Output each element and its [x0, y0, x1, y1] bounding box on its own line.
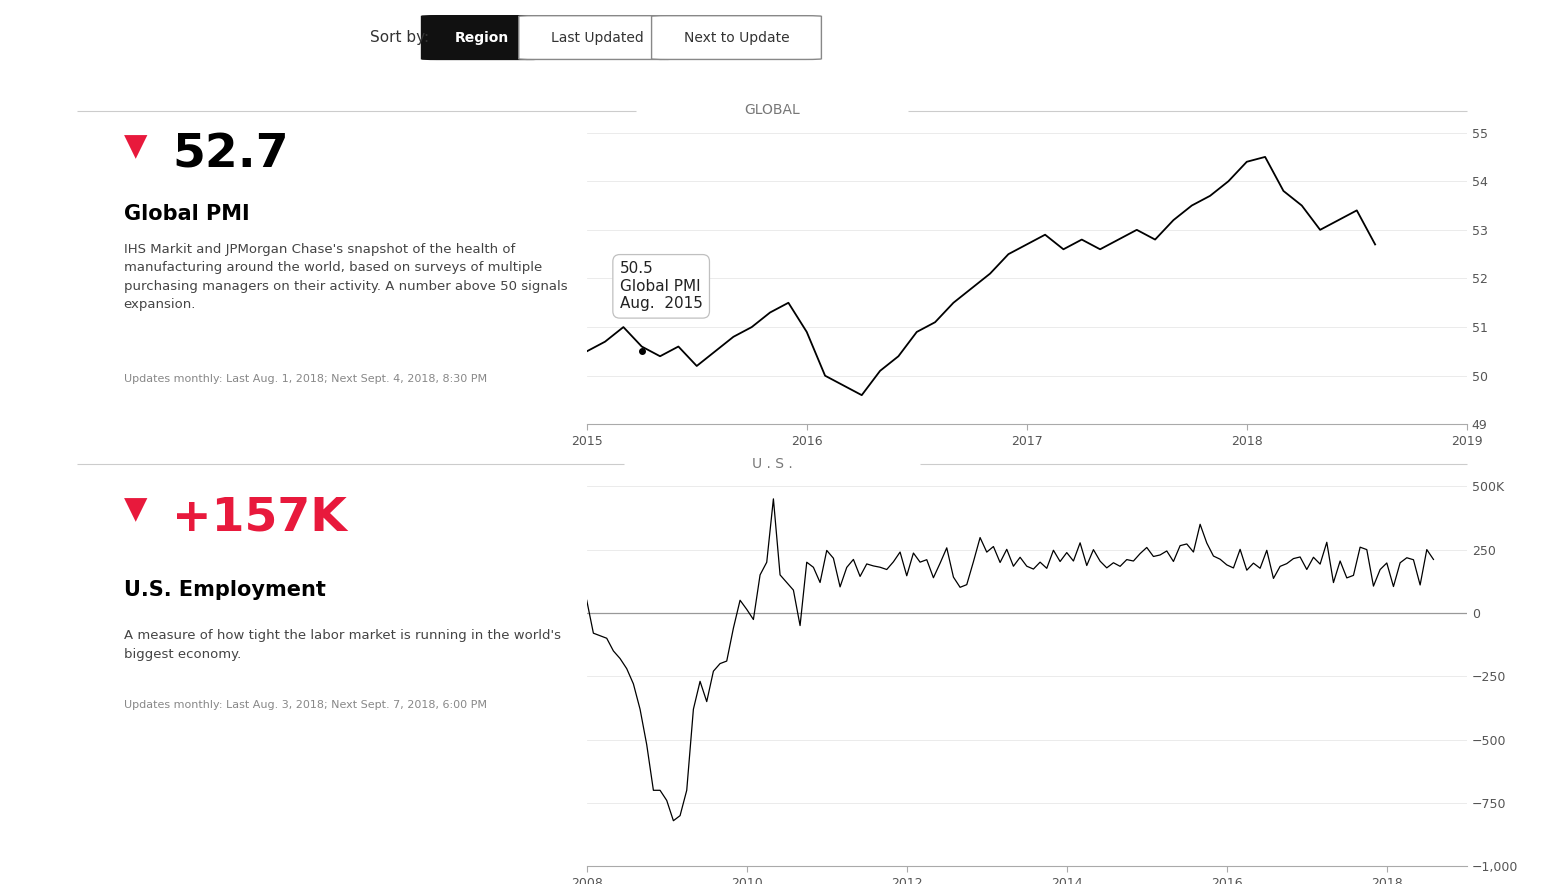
Text: A measure of how tight the labor market is running in the world's
biggest econom: A measure of how tight the labor market … — [124, 629, 560, 661]
Text: Updates monthly: Last Aug. 3, 2018; Next Sept. 7, 2018, 6:00 PM: Updates monthly: Last Aug. 3, 2018; Next… — [124, 700, 486, 710]
Text: 50.5
Global PMI
Aug.  2015: 50.5 Global PMI Aug. 2015 — [619, 262, 703, 311]
Text: Next to Update: Next to Update — [684, 31, 789, 44]
Text: +157K: +157K — [173, 495, 347, 540]
Text: ▼: ▼ — [124, 495, 147, 524]
Text: U.S. Employment: U.S. Employment — [124, 580, 326, 600]
Text: GLOBAL: GLOBAL — [744, 103, 800, 118]
FancyBboxPatch shape — [422, 16, 542, 59]
Text: Sort by:: Sort by: — [371, 30, 429, 45]
Text: U . S .: U . S . — [752, 457, 792, 471]
Text: Last Updated: Last Updated — [551, 31, 644, 44]
FancyBboxPatch shape — [519, 16, 676, 59]
Text: Global PMI: Global PMI — [124, 204, 249, 225]
Text: Region: Region — [454, 31, 510, 44]
Text: Updates monthly: Last Aug. 1, 2018; Next Sept. 4, 2018, 8:30 PM: Updates monthly: Last Aug. 1, 2018; Next… — [124, 374, 486, 384]
Text: 52.7: 52.7 — [173, 133, 289, 178]
FancyBboxPatch shape — [652, 16, 821, 59]
Text: IHS Markit and JPMorgan Chase's snapshot of the health of
manufacturing around t: IHS Markit and JPMorgan Chase's snapshot… — [124, 243, 567, 311]
Text: ▼: ▼ — [124, 133, 147, 162]
